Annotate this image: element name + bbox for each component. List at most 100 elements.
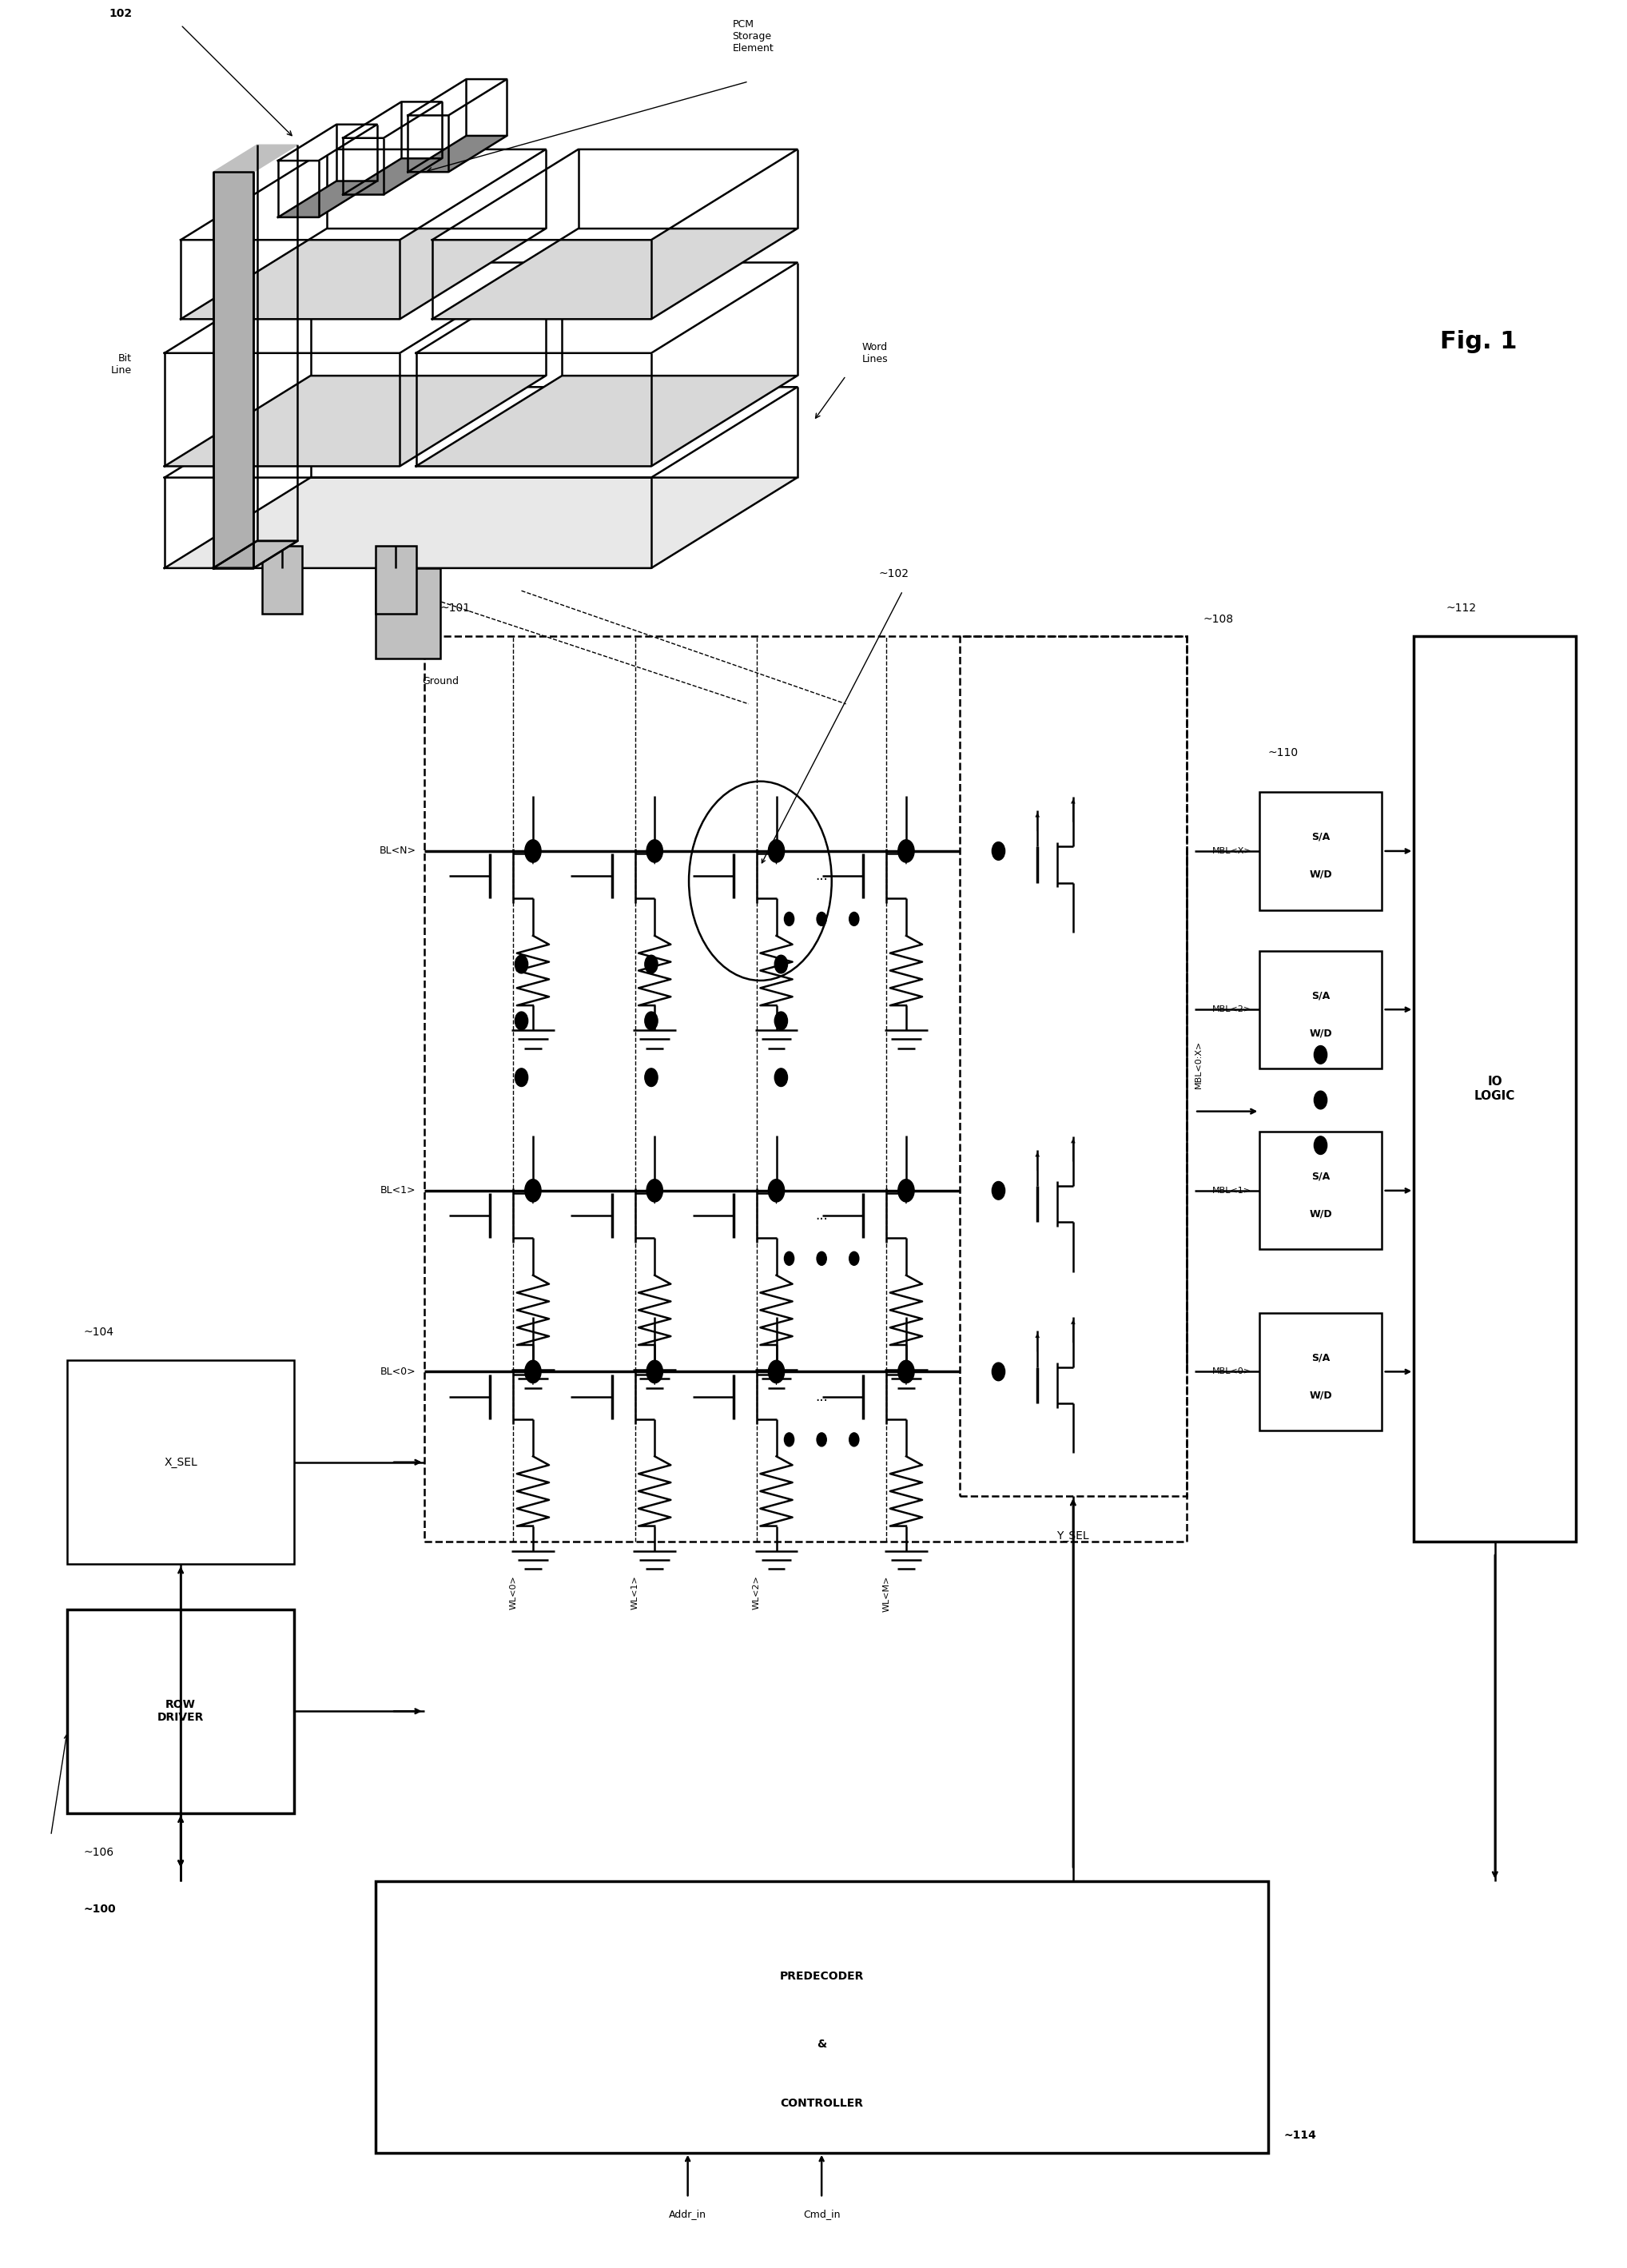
Polygon shape: [164, 376, 545, 467]
Text: WL<M>: WL<M>: [882, 1576, 890, 1613]
Circle shape: [849, 1252, 859, 1266]
Bar: [1259, 1132, 1381, 1250]
Circle shape: [849, 1433, 859, 1447]
Polygon shape: [343, 159, 443, 195]
Circle shape: [516, 1012, 527, 1030]
Text: ~102: ~102: [879, 569, 909, 578]
Text: Word
Lines: Word Lines: [862, 342, 888, 365]
Polygon shape: [433, 229, 797, 320]
Circle shape: [644, 1012, 657, 1030]
Circle shape: [644, 955, 657, 973]
Bar: [67, 1610, 294, 1812]
Circle shape: [898, 1179, 914, 1202]
Circle shape: [992, 1182, 1005, 1200]
Bar: [1414, 635, 1577, 1542]
Circle shape: [1315, 1136, 1328, 1154]
Text: WL<2>: WL<2>: [753, 1576, 761, 1610]
Text: MBL<2>: MBL<2>: [1212, 1005, 1251, 1014]
Circle shape: [768, 839, 784, 862]
Circle shape: [516, 1068, 527, 1086]
Text: PCM
Storage
Element: PCM Storage Element: [732, 18, 774, 54]
Bar: [425, 635, 1186, 1542]
Circle shape: [516, 955, 527, 973]
Circle shape: [646, 839, 662, 862]
Text: ~100: ~100: [83, 1903, 116, 1914]
Text: W/D: W/D: [1310, 1027, 1333, 1039]
Polygon shape: [213, 145, 298, 172]
Text: &: &: [817, 2039, 827, 2050]
Text: ~114: ~114: [1284, 2130, 1316, 2141]
Polygon shape: [433, 150, 797, 240]
Text: MBL<X>: MBL<X>: [1212, 846, 1251, 855]
Circle shape: [774, 955, 787, 973]
Circle shape: [644, 1068, 657, 1086]
Text: W/D: W/D: [1310, 1209, 1333, 1220]
Text: MBL<0>: MBL<0>: [1212, 1368, 1251, 1377]
Text: S/A: S/A: [1311, 1352, 1329, 1363]
Text: W/D: W/D: [1310, 869, 1333, 880]
Text: Bit
Line: Bit Line: [111, 354, 132, 376]
Text: 102: 102: [109, 9, 132, 18]
Polygon shape: [181, 150, 545, 240]
Text: BL<0>: BL<0>: [381, 1368, 417, 1377]
Text: PREDECODER: PREDECODER: [779, 1971, 864, 1982]
Text: ~101: ~101: [441, 603, 470, 612]
Bar: [1259, 792, 1381, 909]
Polygon shape: [278, 181, 377, 218]
Polygon shape: [164, 388, 797, 479]
Bar: [960, 635, 1186, 1497]
Circle shape: [817, 1433, 827, 1447]
Text: ROW
DRIVER: ROW DRIVER: [158, 1699, 203, 1724]
Text: ~112: ~112: [1446, 603, 1477, 612]
Text: Addr_in: Addr_in: [669, 2209, 706, 2220]
Text: ~110: ~110: [1267, 746, 1298, 758]
Bar: [262, 547, 303, 612]
Circle shape: [784, 1252, 794, 1266]
Polygon shape: [343, 102, 443, 138]
Circle shape: [1315, 1091, 1328, 1109]
Circle shape: [646, 1361, 662, 1383]
Text: ~104: ~104: [83, 1327, 114, 1338]
Circle shape: [992, 1363, 1005, 1381]
Text: CONTROLLER: CONTROLLER: [779, 2098, 864, 2109]
Circle shape: [526, 1179, 542, 1202]
Bar: [1259, 1313, 1381, 1431]
Text: ...: ...: [815, 869, 828, 882]
Text: WL<0>: WL<0>: [509, 1576, 517, 1610]
Circle shape: [898, 1361, 914, 1383]
Circle shape: [774, 1068, 787, 1086]
Bar: [376, 547, 417, 612]
Bar: [376, 1880, 1267, 2152]
Text: ~106: ~106: [83, 1846, 114, 1857]
Circle shape: [898, 839, 914, 862]
Circle shape: [1315, 1046, 1328, 1064]
Text: X_SEL: X_SEL: [164, 1456, 197, 1467]
Text: BL<1>: BL<1>: [381, 1186, 417, 1195]
Circle shape: [768, 1179, 784, 1202]
Circle shape: [784, 912, 794, 925]
Circle shape: [526, 1361, 542, 1383]
Circle shape: [784, 1433, 794, 1447]
Text: S/A: S/A: [1311, 991, 1329, 1000]
Polygon shape: [417, 376, 797, 467]
Circle shape: [768, 1361, 784, 1383]
Text: W/D: W/D: [1310, 1390, 1333, 1399]
Polygon shape: [164, 479, 797, 567]
Circle shape: [526, 839, 542, 862]
Text: WL<1>: WL<1>: [631, 1576, 639, 1610]
Polygon shape: [213, 542, 298, 567]
Bar: [1259, 950, 1381, 1068]
Polygon shape: [417, 263, 797, 354]
Circle shape: [817, 912, 827, 925]
Text: MBL<1>: MBL<1>: [1212, 1186, 1251, 1195]
Circle shape: [774, 1012, 787, 1030]
Text: MBL<0:X>: MBL<0:X>: [1194, 1041, 1202, 1089]
Text: ...: ...: [815, 1390, 828, 1404]
Text: Cmd_in: Cmd_in: [804, 2209, 840, 2220]
Circle shape: [849, 912, 859, 925]
Polygon shape: [213, 172, 254, 567]
Text: S/A: S/A: [1311, 832, 1329, 841]
Polygon shape: [408, 79, 508, 116]
Text: IO
LOGIC: IO LOGIC: [1474, 1075, 1515, 1102]
Circle shape: [646, 1179, 662, 1202]
